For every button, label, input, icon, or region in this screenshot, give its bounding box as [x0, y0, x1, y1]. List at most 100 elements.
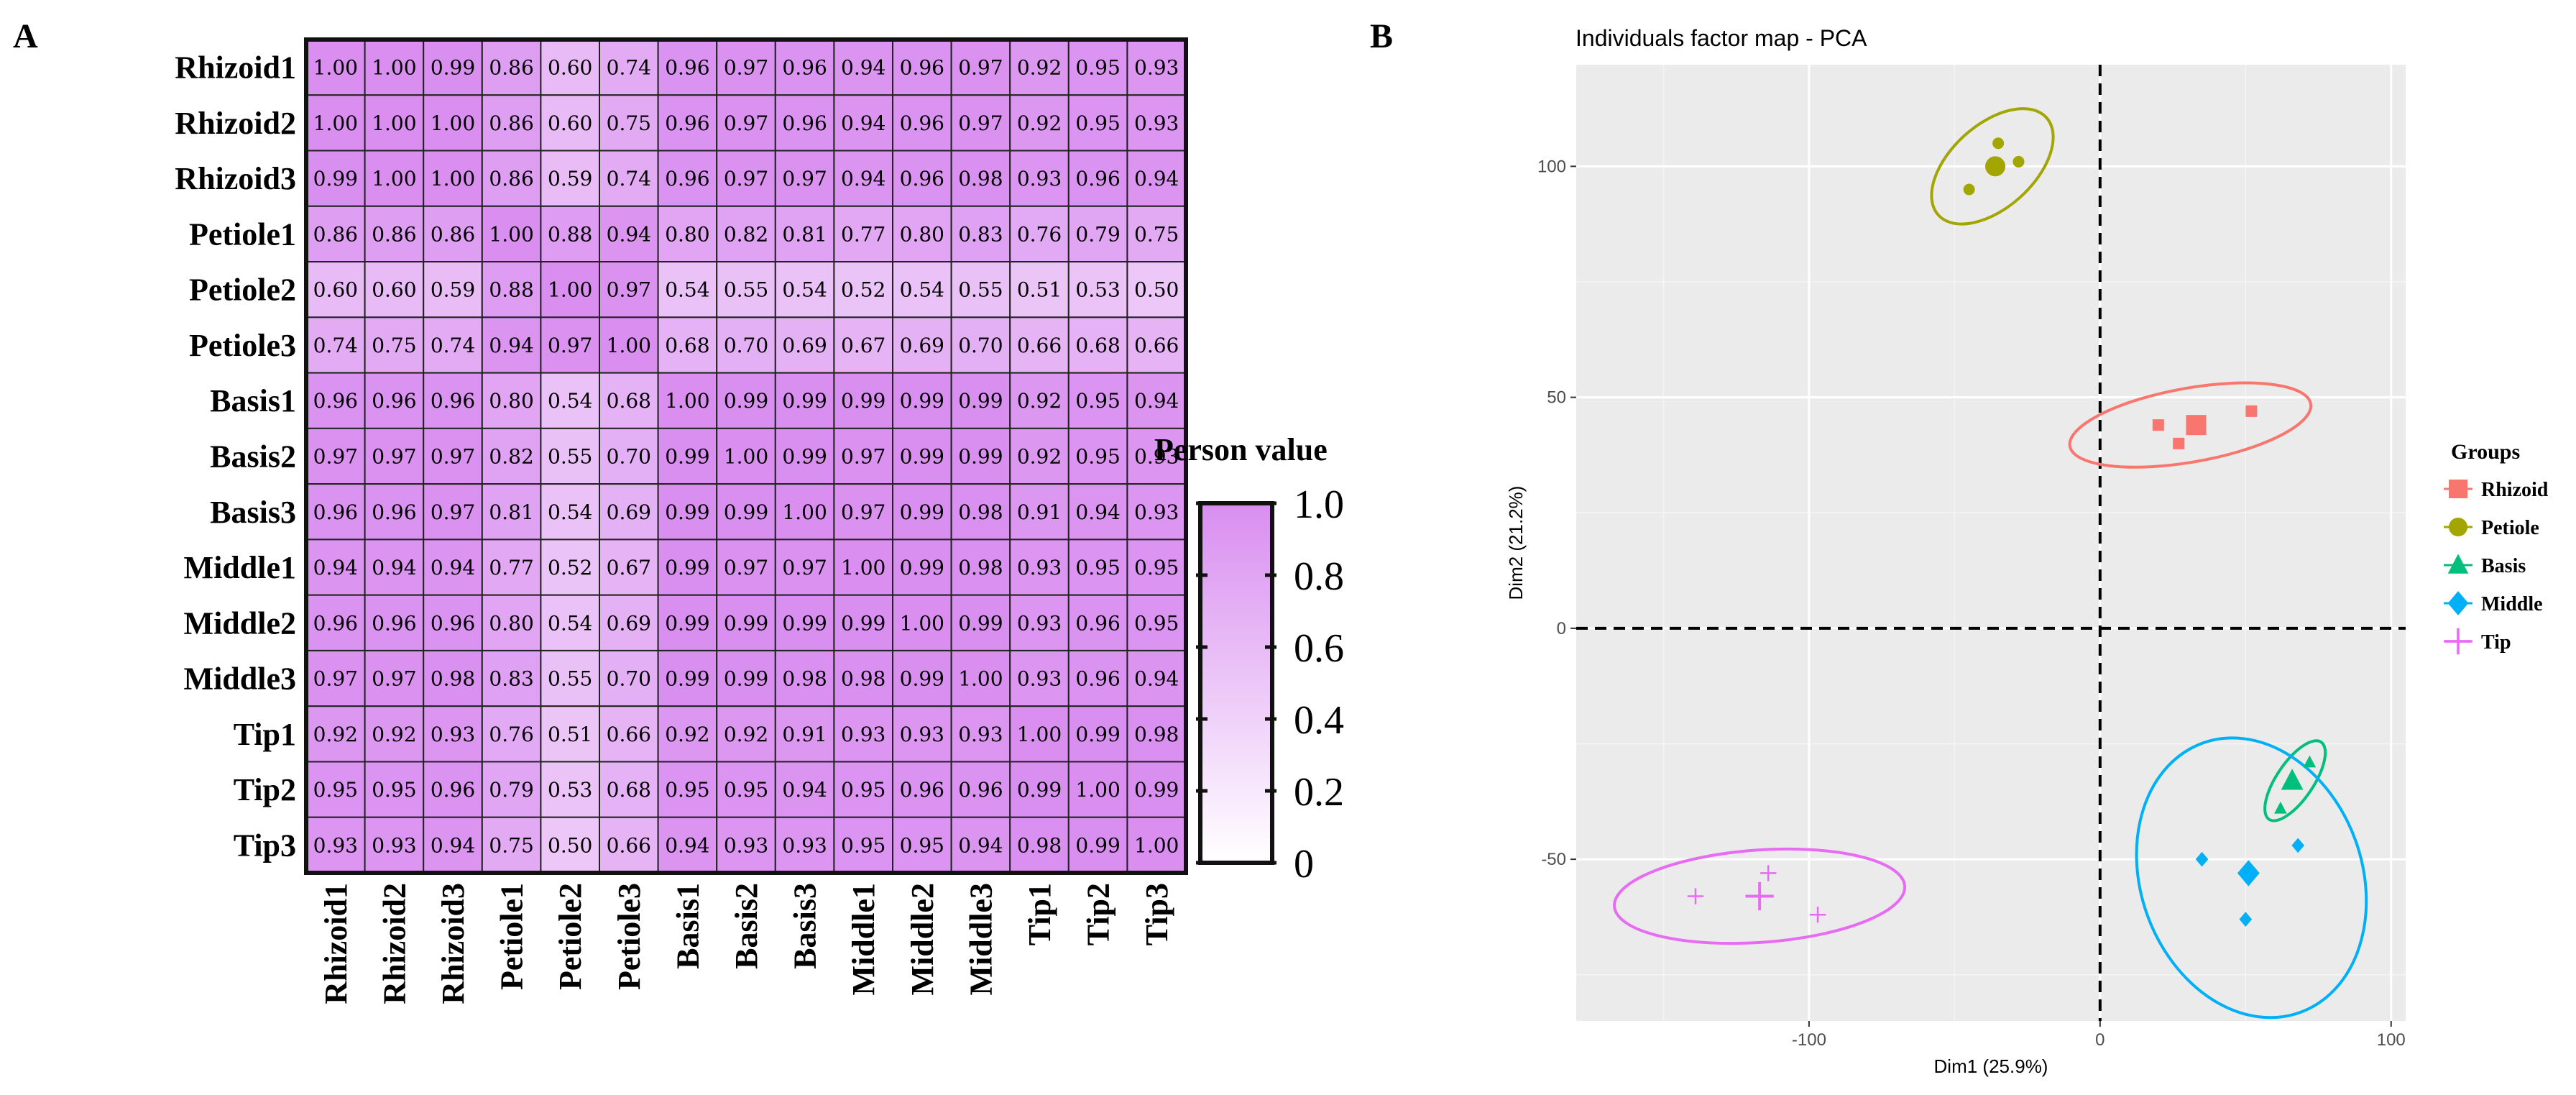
heatmap-cell-value: 0.92	[1017, 56, 1062, 80]
heatmap-cell-value: 0.99	[900, 445, 944, 469]
heatmap-cell-value: 0.96	[431, 778, 475, 802]
heatmap-cell-value: 0.92	[1017, 389, 1062, 413]
groups-legend-symbol-rhizoid	[2449, 480, 2467, 498]
heatmap-cell	[774, 539, 835, 596]
heatmap-cell-value: 0.69	[607, 500, 651, 524]
heatmap-cell-value: 1.00	[958, 667, 1003, 691]
groups-legend-label: Middle	[2481, 593, 2543, 615]
heatmap-cell	[716, 594, 776, 651]
heatmap-cell-value: 0.96	[1075, 167, 1120, 191]
heatmap-cell-value: 0.97	[431, 445, 475, 469]
heatmap-cell-value: 0.97	[841, 445, 886, 469]
heatmap-cell	[716, 205, 776, 263]
heatmap-cell	[1067, 427, 1128, 485]
heatmap-row-label: Middle3	[184, 661, 296, 697]
heatmap-cell	[774, 761, 835, 818]
heatmap-cell-value: 0.91	[1017, 500, 1062, 524]
heatmap-cell-value: 0.66	[1134, 334, 1179, 357]
heatmap-cell-value: 0.97	[782, 556, 827, 579]
heatmap-cell-value: 0.79	[1075, 222, 1120, 246]
heatmap-cell-value: 0.76	[1017, 222, 1062, 246]
heatmap-cell	[599, 372, 659, 429]
heatmap-cell	[599, 261, 659, 319]
heatmap-cell	[833, 816, 894, 874]
heatmap-cell-value: 0.76	[489, 723, 533, 746]
heatmap-cell-value: 0.96	[665, 111, 709, 135]
heatmap-cell-value: 0.96	[665, 167, 709, 191]
heatmap-cell-value: 0.95	[841, 778, 886, 802]
heatmap-cell-value: 0.83	[958, 222, 1003, 246]
pca-point-petiole	[1992, 137, 2005, 150]
pca-y-tick-label: 0	[1557, 619, 1566, 638]
heatmap-cell-value: 0.88	[489, 278, 533, 302]
heatmap-cell	[540, 705, 601, 763]
heatmap-cell-value: 0.99	[958, 445, 1003, 469]
heatmap-cell	[305, 205, 366, 263]
heatmap-cell-value: 0.94	[958, 833, 1003, 857]
pca-point-basis	[2274, 801, 2287, 814]
correlation-heatmap: 1.00 1.00 0.99 0.86 0.60 0.74 0.96 0.97 0.96 0.94…	[175, 37, 1188, 1004]
pca-confidence-ellipse-rhizoid	[2068, 381, 2313, 469]
heatmap-cell-value: 0.93	[1017, 167, 1062, 191]
heatmap-cell-value: 0.95	[841, 833, 886, 857]
heatmap-cell-value: 0.96	[313, 611, 358, 635]
heatmap-cell	[423, 316, 483, 374]
heatmap-column-label: Basis2	[729, 883, 764, 969]
heatmap-cell-value: 0.60	[548, 111, 592, 135]
heatmap-cell	[833, 649, 894, 707]
heatmap-cell-value: 0.97	[841, 500, 886, 524]
heatmap-row-label: Petiole2	[189, 272, 296, 308]
heatmap-cell-value: 0.99	[665, 500, 709, 524]
heatmap-cell-value: 0.99	[841, 611, 886, 635]
heatmap-cell	[1126, 705, 1187, 763]
heatmap-cell-value: 0.93	[841, 723, 886, 746]
heatmap-cell	[950, 372, 1011, 429]
pca-centroid-petiole	[1985, 156, 2006, 177]
heatmap-cell-value: 1.00	[431, 111, 475, 135]
legend-tick-label: 0.6	[1294, 626, 1344, 671]
heatmap-cell-value: 0.95	[1075, 389, 1120, 413]
heatmap-cell-value: 0.95	[1075, 556, 1120, 579]
heatmap-cell	[364, 427, 425, 485]
pca-point-middle	[2239, 912, 2253, 927]
heatmap-cell-value: 0.93	[958, 723, 1003, 746]
heatmap-cell-value: 1.00	[607, 334, 651, 357]
heatmap-cell	[364, 205, 425, 263]
heatmap-cell-value: 0.69	[782, 334, 827, 357]
heatmap-cell	[1009, 94, 1070, 152]
heatmap-cell-value: 0.74	[607, 167, 651, 191]
heatmap-cell-value: 0.95	[1075, 56, 1120, 80]
heatmap-cell-value: 0.75	[489, 833, 533, 857]
heatmap-row-label: Basis1	[210, 383, 296, 418]
heatmap-cell-value: 0.74	[607, 56, 651, 80]
heatmap-cell-value: 0.75	[607, 111, 651, 135]
heatmap-cell	[950, 150, 1011, 207]
heatmap-cell	[599, 705, 659, 763]
heatmap-cell	[774, 261, 835, 319]
pca-point-middle	[2195, 851, 2209, 867]
heatmap-cell-value: 1.00	[431, 167, 475, 191]
heatmap-cell-value: 0.97	[431, 500, 475, 524]
heatmap-cell-value: 0.95	[1075, 445, 1120, 469]
heatmap-cell-value: 0.96	[431, 389, 475, 413]
legend-title: Person value	[1154, 432, 1328, 467]
heatmap-cell	[1009, 816, 1070, 874]
pca-confidence-ellipse-tip	[1613, 847, 1907, 945]
heatmap-cell	[364, 39, 425, 96]
heatmap-cell-value: 0.99	[900, 667, 944, 691]
heatmap-column-label: Middle3	[963, 883, 998, 995]
heatmap-cell-value: 0.97	[782, 167, 827, 191]
heatmap-cell	[423, 483, 483, 541]
pca-centroid-middle	[2237, 860, 2260, 886]
heatmap-cell-value: 0.94	[841, 56, 886, 80]
heatmap-cell	[364, 705, 425, 763]
heatmap-cell-value: 0.93	[1017, 667, 1062, 691]
heatmap-cell-value: 0.69	[607, 611, 651, 635]
heatmap-cell-value: 1.00	[313, 56, 358, 80]
heatmap-cell	[833, 150, 894, 207]
pca-y-tick-label: 50	[1547, 388, 1566, 408]
heatmap-cell-value: 0.98	[958, 167, 1003, 191]
heatmap-cell-value: 0.97	[724, 56, 768, 80]
heatmap-cell	[892, 816, 952, 874]
heatmap-cell-value: 0.51	[1017, 278, 1062, 302]
